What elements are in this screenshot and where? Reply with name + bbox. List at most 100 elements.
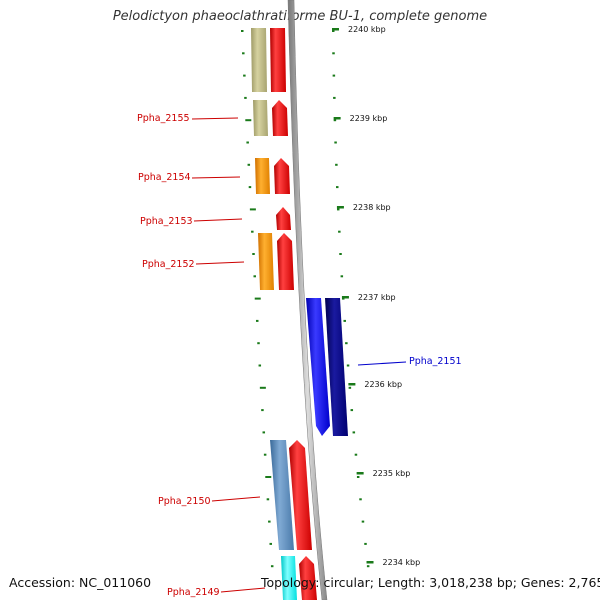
outer-tick: [341, 297, 345, 300]
outer-tick: [361, 520, 365, 523]
inner-tick: [243, 74, 246, 77]
inner-tick: [244, 96, 247, 99]
gene-label[interactable]: Ppha_2154: [138, 172, 191, 183]
gene-block-orange-1: [255, 158, 270, 194]
major-tick: [356, 472, 364, 475]
gene-leader-line: [193, 218, 243, 222]
outer-tick: [352, 431, 356, 434]
outer-tick: [366, 565, 370, 568]
outer-tick: [338, 230, 341, 233]
gene-block-blue-1: [306, 298, 330, 436]
gene-block-red-7: [299, 556, 317, 600]
inner-tick: [245, 119, 252, 122]
inner-tick: [263, 453, 267, 456]
inner-tick: [247, 163, 251, 166]
outer-tick: [340, 275, 344, 278]
gene-block-cyan-1: [281, 556, 297, 600]
outer-tick: [332, 74, 336, 77]
inner-tick: [252, 253, 255, 255]
left-strand-genes: [251, 28, 317, 600]
major-tick: [348, 383, 356, 386]
inner-tick: [261, 409, 264, 412]
inner-tick: [254, 297, 261, 300]
major-tick: [336, 206, 344, 209]
outer-tick: [343, 319, 346, 322]
outer-tick: [334, 141, 337, 144]
outer-tick-marks: [332, 30, 370, 568]
outer-tick: [345, 342, 348, 345]
outer-tick: [336, 208, 340, 211]
inner-tick: [257, 342, 260, 345]
major-tick: [333, 117, 341, 120]
gene-label[interactable]: Ppha_2151: [409, 356, 462, 367]
gene-block-red-1: [270, 28, 286, 92]
outer-tick: [346, 364, 350, 367]
gene-leader-line: [211, 496, 261, 502]
gene-leader-line: [357, 361, 407, 366]
outer-tick: [335, 163, 338, 166]
gene-block-red-3: [274, 158, 290, 194]
outer-tick: [364, 542, 367, 545]
gene-label[interactable]: Ppha_2152: [142, 259, 195, 270]
inner-tick: [262, 431, 266, 434]
major-tick: [366, 561, 374, 564]
scale-label: 2238 kbp: [353, 203, 391, 212]
gene-leader-line: [195, 261, 245, 265]
gene-block-olive-1: [251, 28, 267, 92]
scale-label: 2240 kbp: [348, 25, 386, 34]
scale-label: 2235 kbp: [373, 469, 411, 478]
inner-tick: [242, 52, 245, 55]
scale-label: 2234 kbp: [383, 558, 421, 567]
outer-tick: [332, 30, 335, 32]
inner-tick: [249, 208, 256, 211]
inner-tick: [248, 186, 252, 189]
outer-tick: [350, 409, 354, 412]
inner-tick: [253, 275, 256, 278]
outer-tick: [333, 119, 337, 122]
inner-tick: [255, 319, 259, 322]
gene-leader-line: [220, 587, 266, 593]
genome-summary-text: Topology: circular; Length: 3,018,238 bp…: [261, 575, 600, 590]
outer-tick: [356, 476, 360, 478]
inner-tick: [259, 386, 266, 389]
outer-tick: [339, 253, 342, 255]
gene-label[interactable]: Ppha_2155: [137, 113, 190, 124]
inner-tick: [265, 476, 272, 478]
outer-tick: [348, 386, 352, 389]
inner-tick: [266, 498, 270, 501]
gene-block-red-4: [276, 207, 291, 230]
scale-label: 2239 kbp: [350, 114, 388, 123]
gene-block-steel-1: [270, 440, 294, 550]
outer-tick: [332, 52, 335, 55]
gene-leader-line: [191, 117, 239, 120]
gene-block-olive-2: [253, 100, 268, 136]
map-title: Pelodictyon phaeoclathratiforme BU-1, co…: [112, 9, 488, 24]
gene-block-orange-2: [258, 233, 274, 290]
gene-label[interactable]: Ppha_2153: [140, 216, 193, 227]
gene-labels: Ppha_2155 Ppha_2154 Ppha_2153 Ppha_2152 Ppha…: [137, 113, 462, 598]
accession-text: Accession: NC_011060: [9, 575, 152, 590]
inner-tick: [251, 230, 254, 233]
major-tick: [331, 28, 339, 31]
gene-label[interactable]: Ppha_2150: [158, 496, 211, 507]
scale-label: 2236 kbp: [364, 380, 402, 389]
major-tick: [341, 296, 349, 299]
right-strand-genes: [306, 298, 348, 436]
inner-tick: [270, 565, 274, 568]
inner-tick: [246, 141, 249, 144]
inner-tick: [241, 30, 244, 32]
outer-tick: [336, 186, 339, 189]
gene-block-navy-1: [325, 298, 348, 436]
scale-labels: 2240 kbp 2239 kbp 2238 kbp 2237 kbp 2236 kbp…: [331, 25, 421, 567]
gene-block-red-2: [272, 100, 288, 136]
inner-tick: [268, 520, 271, 523]
outer-tick: [359, 498, 362, 501]
genome-backbone: [287, 0, 328, 600]
gene-block-red-5: [277, 233, 294, 290]
inner-tick: [269, 542, 273, 545]
scale-label: 2237 kbp: [358, 293, 396, 302]
inner-tick-marks: [241, 30, 274, 568]
gene-label[interactable]: Ppha_2149: [167, 587, 220, 598]
gene-block-red-6: [289, 440, 312, 550]
